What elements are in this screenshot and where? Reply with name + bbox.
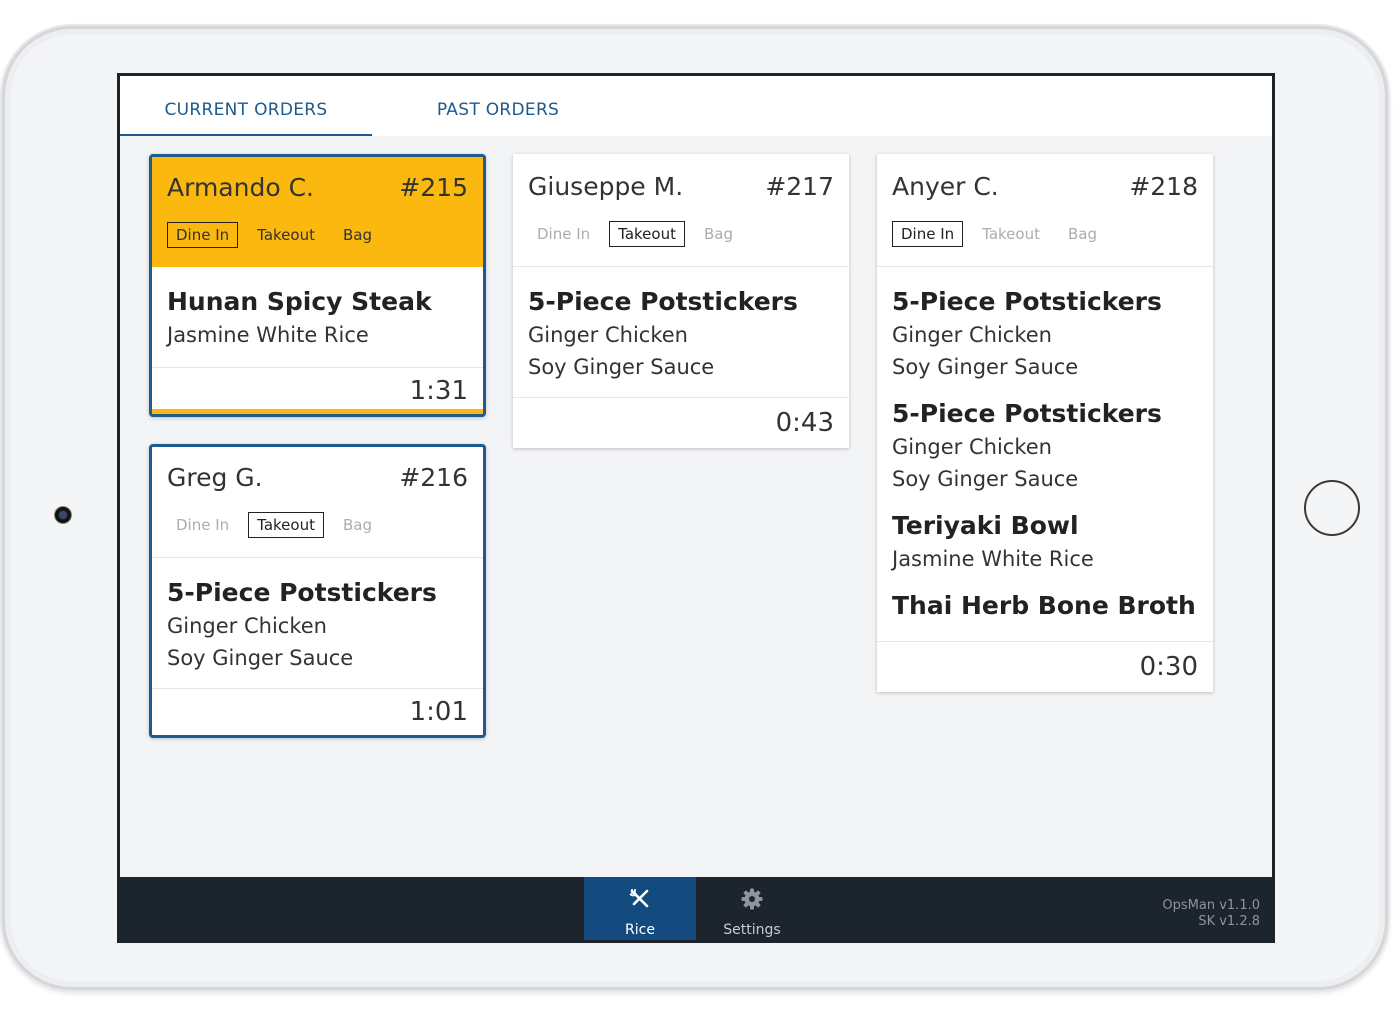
order-timer: 1:31 [409,376,468,406]
list-item: 5-Piece Potstickers Ginger Chicken Soy G… [892,397,1198,495]
option-dine-in[interactable]: Dine In [167,222,239,248]
order-footer: 1:31 [152,367,483,414]
nav-rice-button[interactable]: Rice [584,877,696,940]
order-card-218[interactable]: Anyer C. #218 Dine In Takeout Bag 5-Piec… [877,154,1213,692]
item-modifier: Ginger Chicken [528,323,688,347]
option-bag[interactable]: Bag [703,225,733,243]
order-card-215[interactable]: Armando C. #215 Dine In Takeout Bag Huna… [149,154,486,417]
option-bag[interactable]: Bag [1067,225,1097,243]
item-name: 5-Piece Potstickers [892,399,1162,428]
item-name: 5-Piece Potstickers [167,578,437,607]
item-name: Thai Herb Bone Broth [892,591,1196,620]
utensils-icon [584,877,696,921]
item-modifier: Soy Ginger Sauce [528,355,715,379]
version-info: OpsMan v1.1.0 SK v1.2.8 [1162,898,1260,930]
list-item: 5-Piece Potstickers Ginger Chicken Soy G… [167,576,468,674]
order-tabs: CURRENT ORDERS PAST ORDERS [120,76,1272,136]
option-dine-in[interactable]: Dine In [176,516,230,534]
customer-name: Armando C. [167,173,314,202]
order-card-217[interactable]: Giuseppe M. #217 Dine In Takeout Bag 5-P… [513,154,849,448]
order-number: #215 [399,173,468,202]
order-type-options: Dine In Takeout Bag [528,220,752,248]
order-header: Anyer C. #218 Dine In Takeout Bag [877,154,1213,267]
item-modifier: Jasmine White Rice [167,323,369,347]
order-type-options: Dine In Takeout Bag [892,220,1116,248]
order-timer: 1:01 [409,697,468,727]
list-item: Teriyaki Bowl Jasmine White Rice [892,509,1198,575]
list-item: 5-Piece Potstickers Ginger Chicken Soy G… [892,285,1198,383]
item-modifier: Ginger Chicken [167,614,327,638]
item-name: 5-Piece Potstickers [892,287,1162,316]
option-takeout[interactable]: Takeout [248,512,324,538]
option-bag[interactable]: Bag [342,226,372,244]
bottom-nav-bar: Rice [120,877,1272,940]
list-item: Hunan Spicy Steak Jasmine White Rice [167,285,468,351]
order-number: #216 [399,463,468,492]
item-name: Teriyaki Bowl [892,511,1079,540]
order-footer: 0:30 [877,641,1213,692]
order-number: #217 [765,172,834,201]
app-version: OpsMan v1.1.0 [1162,898,1260,913]
nav-settings-label: Settings [723,922,781,938]
order-footer: 1:01 [152,688,483,735]
tab-current-orders[interactable]: CURRENT ORDERS [120,76,372,136]
option-takeout[interactable]: Takeout [982,225,1040,243]
order-type-options: Dine In Takeout Bag [167,511,391,539]
nav-settings-button[interactable]: Settings [696,877,808,940]
sk-version: SK v1.2.8 [1198,914,1260,929]
option-dine-in[interactable]: Dine In [892,221,964,247]
item-name: Hunan Spicy Steak [167,287,432,316]
timer-progress-bar [152,409,483,414]
option-takeout[interactable]: Takeout [257,226,315,244]
order-type-options: Dine In Takeout Bag [167,221,391,249]
order-items: 5-Piece Potstickers Ginger Chicken Soy G… [513,267,849,409]
customer-name: Greg G. [167,463,263,492]
order-card-216[interactable]: Greg G. #216 Dine In Takeout Bag 5-Piece… [149,444,486,738]
order-header: Greg G. #216 Dine In Takeout Bag [152,447,483,558]
item-name: 5-Piece Potstickers [528,287,798,316]
order-items: 5-Piece Potstickers Ginger Chicken Soy G… [877,267,1213,649]
home-button[interactable] [1304,480,1360,536]
app-screen: CURRENT ORDERS PAST ORDERS Armando C. #2… [117,73,1275,943]
item-modifier: Soy Ginger Sauce [892,355,1079,379]
list-item: Thai Herb Bone Broth [892,589,1198,623]
order-header: Giuseppe M. #217 Dine In Takeout Bag [513,154,849,267]
order-items: Hunan Spicy Steak Jasmine White Rice [152,267,483,379]
gear-icon [696,877,808,921]
customer-name: Anyer C. [892,172,999,201]
tab-past-orders[interactable]: PAST ORDERS [436,100,560,120]
order-header: Armando C. #215 Dine In Takeout Bag [152,157,483,267]
item-modifier: Ginger Chicken [892,435,1052,459]
order-footer: 0:43 [513,397,849,448]
order-number: #218 [1129,172,1198,201]
item-modifier: Soy Ginger Sauce [892,467,1079,491]
list-item: 5-Piece Potstickers Ginger Chicken Soy G… [528,285,834,383]
order-timer: 0:30 [1139,652,1198,682]
option-dine-in[interactable]: Dine In [537,225,591,243]
nav-rice-label: Rice [625,922,655,938]
order-timer: 0:43 [775,408,834,438]
item-modifier: Soy Ginger Sauce [167,646,354,670]
order-items: 5-Piece Potstickers Ginger Chicken Soy G… [152,558,483,700]
camera-icon [54,506,72,524]
item-modifier: Jasmine White Rice [892,547,1094,571]
option-bag[interactable]: Bag [342,516,372,534]
customer-name: Giuseppe M. [528,172,684,201]
item-modifier: Ginger Chicken [892,323,1052,347]
option-takeout[interactable]: Takeout [609,221,685,247]
